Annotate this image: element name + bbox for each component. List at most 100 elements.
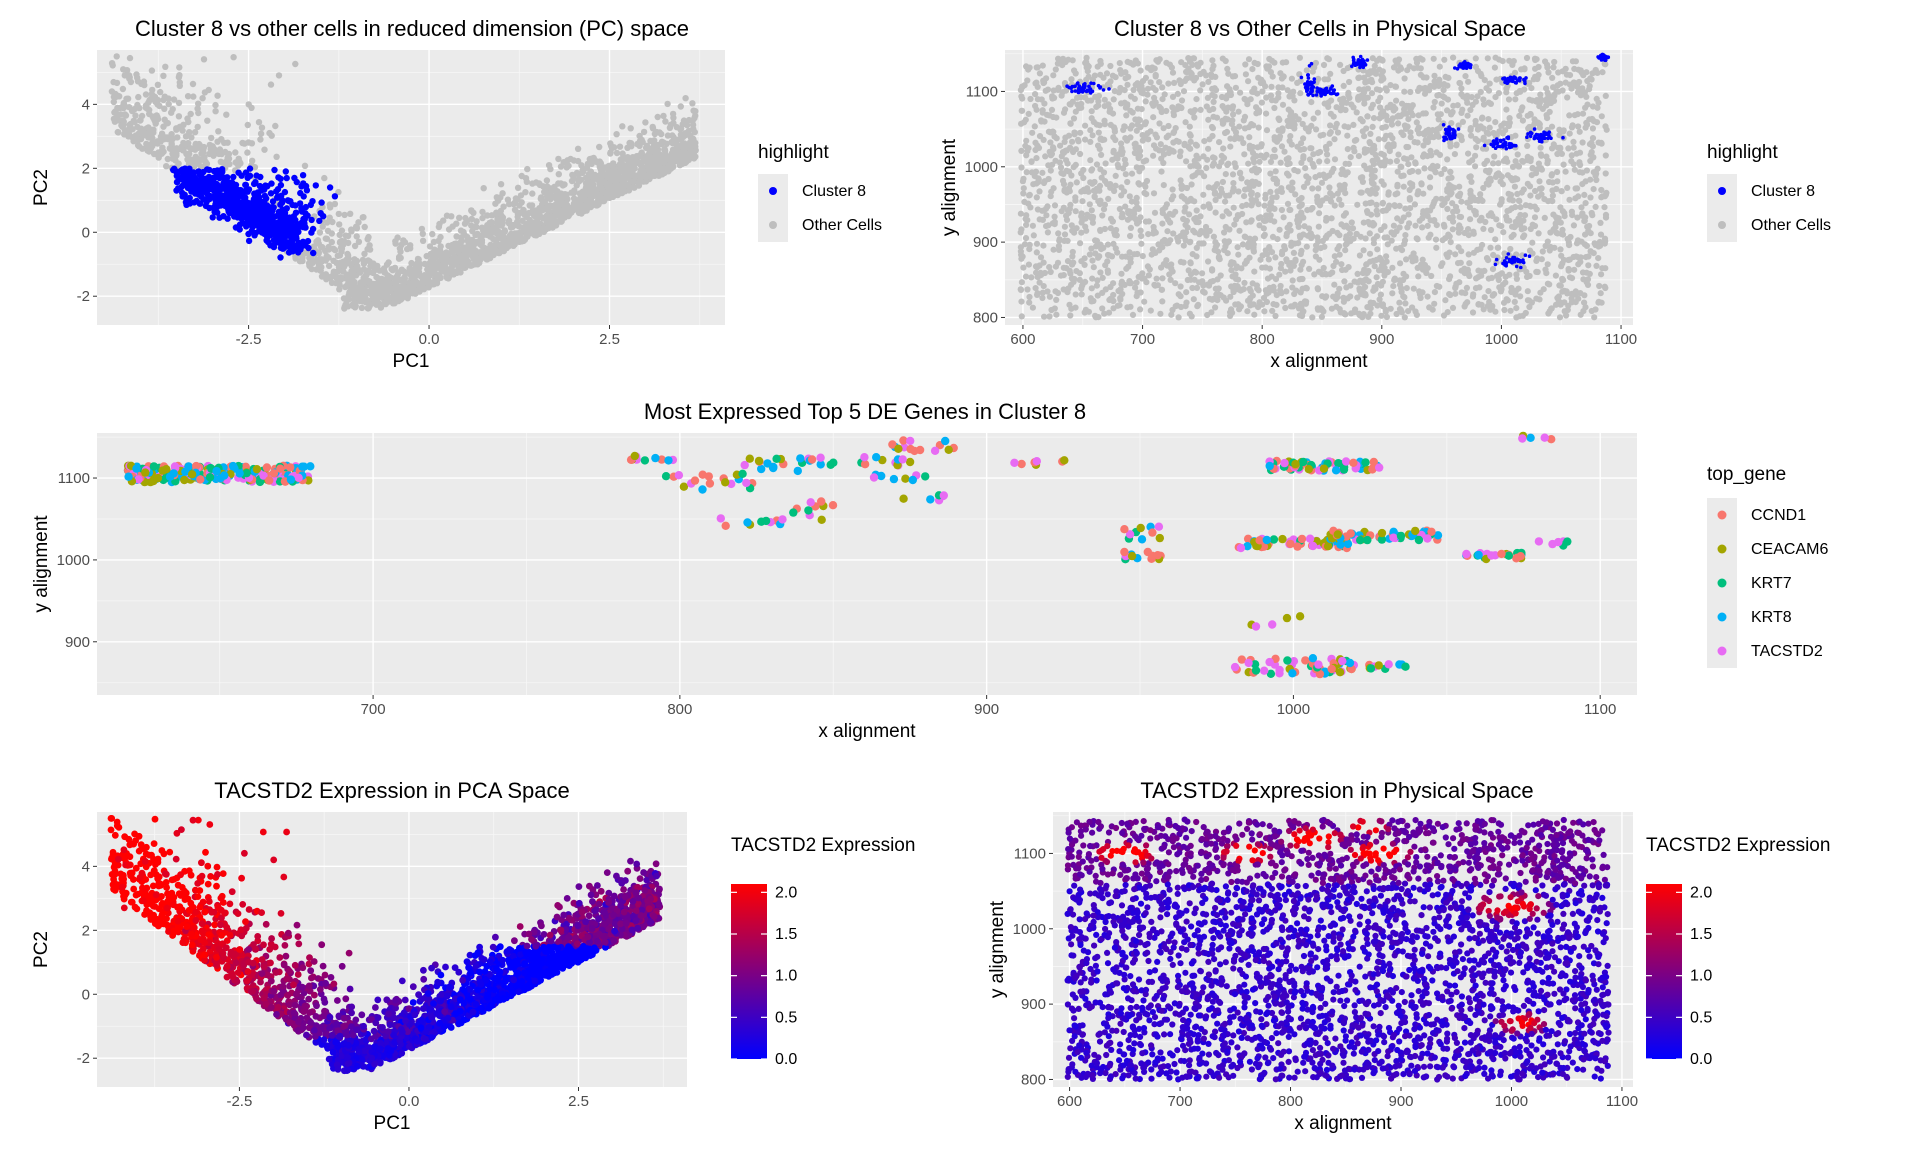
other-cell-point bbox=[323, 235, 331, 242]
cluster8-point bbox=[298, 208, 306, 215]
other-cell-point bbox=[245, 101, 252, 108]
other-cell-point bbox=[503, 243, 511, 251]
other-cell-point bbox=[113, 79, 121, 87]
cell-point bbox=[1571, 266, 1578, 273]
p1-y-tick-label: 2 bbox=[82, 160, 90, 177]
cell-point bbox=[1376, 87, 1383, 94]
cell-point bbox=[1420, 142, 1427, 149]
cell-point bbox=[1041, 100, 1048, 107]
cell-point bbox=[1071, 131, 1078, 138]
cluster8-point bbox=[268, 180, 275, 187]
cell-point bbox=[1205, 258, 1212, 265]
cell-point bbox=[1178, 59, 1185, 66]
other-cell-point bbox=[273, 153, 280, 160]
cell-point bbox=[1036, 70, 1043, 77]
cell-point bbox=[1018, 279, 1025, 286]
other-cell-point bbox=[358, 286, 365, 293]
cell-point bbox=[1446, 291, 1453, 298]
cell-point bbox=[1317, 245, 1324, 252]
other-cell-point bbox=[448, 241, 456, 249]
cell-point bbox=[1555, 69, 1562, 76]
cell-point bbox=[1570, 138, 1577, 145]
cell-point bbox=[1524, 288, 1531, 295]
cell-point bbox=[1562, 65, 1569, 72]
cluster8-point bbox=[239, 212, 247, 219]
other-cell-point bbox=[267, 81, 275, 88]
other-cell-point bbox=[328, 238, 335, 246]
cell-point bbox=[1186, 310, 1193, 317]
cell-point bbox=[1077, 129, 1084, 136]
other-cell-point bbox=[658, 138, 666, 145]
cell-point bbox=[1278, 206, 1285, 214]
cell-point bbox=[1491, 153, 1498, 160]
other-cell-point bbox=[435, 223, 443, 231]
cell-point bbox=[1537, 144, 1544, 151]
cluster8-point bbox=[290, 213, 297, 220]
cell-point bbox=[1255, 304, 1262, 311]
cell-point bbox=[1160, 182, 1167, 189]
cell-point bbox=[1383, 253, 1390, 260]
cell-point bbox=[1241, 125, 1249, 132]
other-cell-point bbox=[169, 155, 176, 162]
cell-point bbox=[1485, 288, 1492, 295]
cell-point bbox=[1199, 270, 1206, 277]
cell-point bbox=[1262, 195, 1269, 202]
other-cell-point bbox=[187, 110, 194, 118]
cell-point bbox=[1067, 120, 1074, 127]
cell-point bbox=[1107, 62, 1114, 70]
other-cell-point bbox=[364, 277, 372, 284]
cell-point bbox=[1145, 218, 1152, 225]
other-cell-point bbox=[306, 262, 313, 269]
cluster8-point bbox=[174, 169, 181, 176]
cell-point bbox=[1303, 243, 1310, 250]
cell-point bbox=[1294, 79, 1301, 86]
cell-point bbox=[1438, 195, 1445, 202]
cell-point bbox=[1281, 148, 1288, 155]
other-cell-point bbox=[165, 100, 172, 108]
cluster8-point bbox=[235, 169, 242, 176]
cell-point bbox=[1296, 54, 1303, 61]
cell-point bbox=[1414, 236, 1421, 243]
cell-point bbox=[1519, 312, 1526, 319]
other-cell-point bbox=[555, 155, 562, 163]
other-cell-point bbox=[610, 160, 617, 167]
cell-point bbox=[1072, 208, 1079, 215]
p1-y-axis-label: PC2 bbox=[31, 169, 52, 206]
cell-point bbox=[1263, 127, 1271, 134]
cell-point bbox=[1199, 81, 1206, 88]
cell-point bbox=[1103, 70, 1111, 77]
cluster8-point bbox=[213, 170, 220, 177]
other-cell-point bbox=[111, 109, 118, 116]
cluster8-point bbox=[277, 175, 284, 182]
cell-point bbox=[1138, 232, 1145, 240]
cell-point bbox=[1364, 146, 1371, 154]
other-cell-point bbox=[484, 212, 491, 219]
other-cell-point bbox=[200, 56, 208, 63]
cell-point bbox=[1121, 123, 1128, 130]
cell-point bbox=[1098, 151, 1105, 158]
other-cell-point bbox=[335, 210, 342, 218]
other-cell-point bbox=[527, 225, 535, 232]
cell-point bbox=[1159, 206, 1166, 214]
other-cell-point bbox=[574, 157, 582, 165]
other-cell-point bbox=[555, 171, 562, 178]
cluster8-point bbox=[300, 180, 307, 187]
other-cell-point bbox=[580, 195, 588, 203]
cell-point bbox=[1177, 80, 1184, 88]
cell-point bbox=[1033, 240, 1041, 247]
cell-point bbox=[1205, 116, 1212, 123]
other-cell-point bbox=[394, 284, 402, 291]
other-cell-point bbox=[576, 190, 583, 197]
cell-point bbox=[1394, 181, 1401, 188]
cell-point bbox=[1551, 58, 1558, 66]
other-cell-point bbox=[658, 130, 665, 138]
cell-point bbox=[1234, 244, 1241, 251]
cell-point bbox=[1587, 248, 1594, 255]
cell-point bbox=[1303, 67, 1310, 74]
other-cell-point bbox=[324, 227, 332, 235]
cluster8-point bbox=[281, 188, 289, 196]
cell-point bbox=[1374, 246, 1381, 253]
cell-point bbox=[1458, 289, 1465, 296]
other-cell-point bbox=[175, 99, 183, 107]
cluster8-point bbox=[272, 227, 279, 234]
